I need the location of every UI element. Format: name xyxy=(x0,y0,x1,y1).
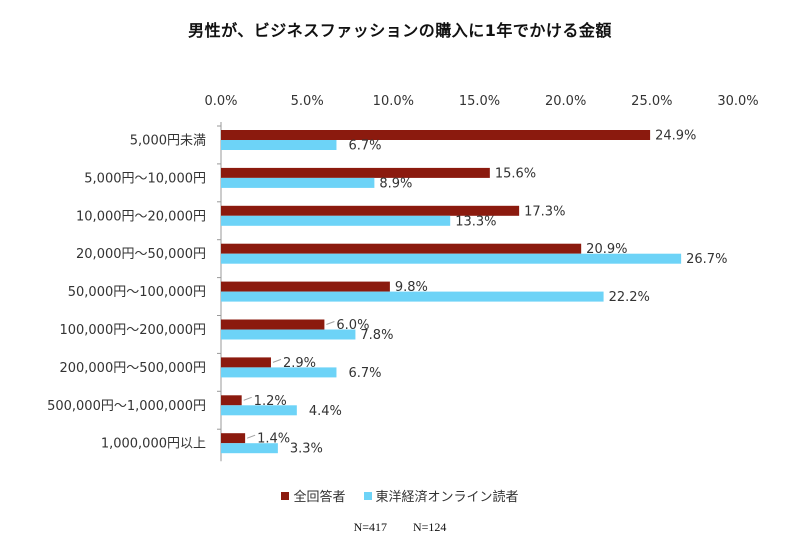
x-tick-label: 30.0% xyxy=(717,94,758,109)
bar-all-respondents xyxy=(221,243,582,254)
bar-all-respondents xyxy=(221,433,246,444)
data-label: 1.4% xyxy=(257,432,290,447)
category-label: 20,000円～50,000円 xyxy=(76,247,206,262)
legend-swatch-toyo-keizai-readers xyxy=(363,491,372,500)
category-label: 200,000円～500,000円 xyxy=(59,361,206,376)
chart-legend: 全回答者 東洋経済オンライン読者 xyxy=(0,486,800,505)
data-label-leader xyxy=(272,358,282,363)
data-label: 24.9% xyxy=(655,129,696,144)
legend-label-toyo-keizai-readers: 東洋経済オンライン読者 xyxy=(375,490,519,505)
bar-toyo-keizai-readers xyxy=(221,405,297,416)
bar-all-respondents xyxy=(221,130,651,140)
bar-toyo-keizai-readers xyxy=(221,140,337,150)
data-label: 20.9% xyxy=(586,242,627,257)
x-tick-label: 25.0% xyxy=(631,94,672,109)
bar-toyo-keizai-readers xyxy=(221,177,375,188)
x-tick-label: 5.0% xyxy=(291,94,324,109)
bar-toyo-keizai-readers xyxy=(221,367,337,378)
bar-toyo-keizai-readers xyxy=(221,253,682,264)
data-label-leader xyxy=(243,396,252,401)
x-tick-label: 15.0% xyxy=(459,94,500,109)
legend-label-all-respondents: 全回答者 xyxy=(293,490,346,505)
bar-toyo-keizai-readers xyxy=(221,291,604,302)
data-label: 13.3% xyxy=(455,214,496,229)
bar-toyo-keizai-readers xyxy=(221,215,451,226)
category-label: 1,000,000円以上 xyxy=(101,437,206,452)
bar-all-respondents xyxy=(221,167,490,178)
x-tick-label: 10.0% xyxy=(373,94,414,109)
sample-sizes: N=417 N=124 xyxy=(0,520,800,535)
legend-swatch-all-respondents xyxy=(281,491,290,500)
data-label: 3.3% xyxy=(290,442,323,457)
data-label: 6.7% xyxy=(348,366,381,381)
data-label: 2.9% xyxy=(283,356,316,371)
bar-toyo-keizai-readers xyxy=(221,329,356,340)
bar-all-respondents xyxy=(221,205,520,216)
chart-title: 男性が、ビジネスファッションの購入に1年でかける金額 xyxy=(188,21,612,40)
data-label: 4.4% xyxy=(309,404,342,419)
legend-item-all-respondents: 全回答者 xyxy=(281,486,346,505)
data-label-leader xyxy=(326,321,335,325)
data-label-leader xyxy=(246,434,256,439)
bar-all-respondents xyxy=(221,281,390,292)
bar-all-respondents xyxy=(221,395,242,406)
data-label: 6.0% xyxy=(336,318,369,333)
bar-all-respondents xyxy=(221,319,325,330)
data-label: 1.2% xyxy=(254,394,287,409)
sample-size-toyo-keizai-readers: N=124 xyxy=(413,520,447,534)
data-label: 22.2% xyxy=(609,290,650,305)
data-label: 15.6% xyxy=(495,166,536,181)
category-label: 5,000円～10,000円 xyxy=(84,171,206,186)
data-label: 8.9% xyxy=(379,176,412,191)
bar-toyo-keizai-readers xyxy=(221,443,278,454)
category-label: 5,000円未満 xyxy=(130,134,206,149)
category-label: 500,000円～1,000,000円 xyxy=(47,399,206,414)
category-label: 100,000円～200,000円 xyxy=(59,323,206,338)
sample-size-all-respondents: N=417 xyxy=(353,520,387,534)
legend-item-toyo-keizai-readers: 東洋経済オンライン読者 xyxy=(363,486,519,505)
data-label: 26.7% xyxy=(686,252,727,267)
category-label: 50,000円～100,000円 xyxy=(68,285,206,300)
data-label: 6.7% xyxy=(348,139,381,154)
x-tick-label: 0.0% xyxy=(204,94,237,109)
data-label: 17.3% xyxy=(524,204,565,219)
data-label: 7.8% xyxy=(360,328,393,343)
data-label: 9.8% xyxy=(395,280,428,295)
category-label: 10,000円～20,000円 xyxy=(76,209,206,224)
x-tick-label: 20.0% xyxy=(545,94,586,109)
bar-all-respondents xyxy=(221,357,271,368)
